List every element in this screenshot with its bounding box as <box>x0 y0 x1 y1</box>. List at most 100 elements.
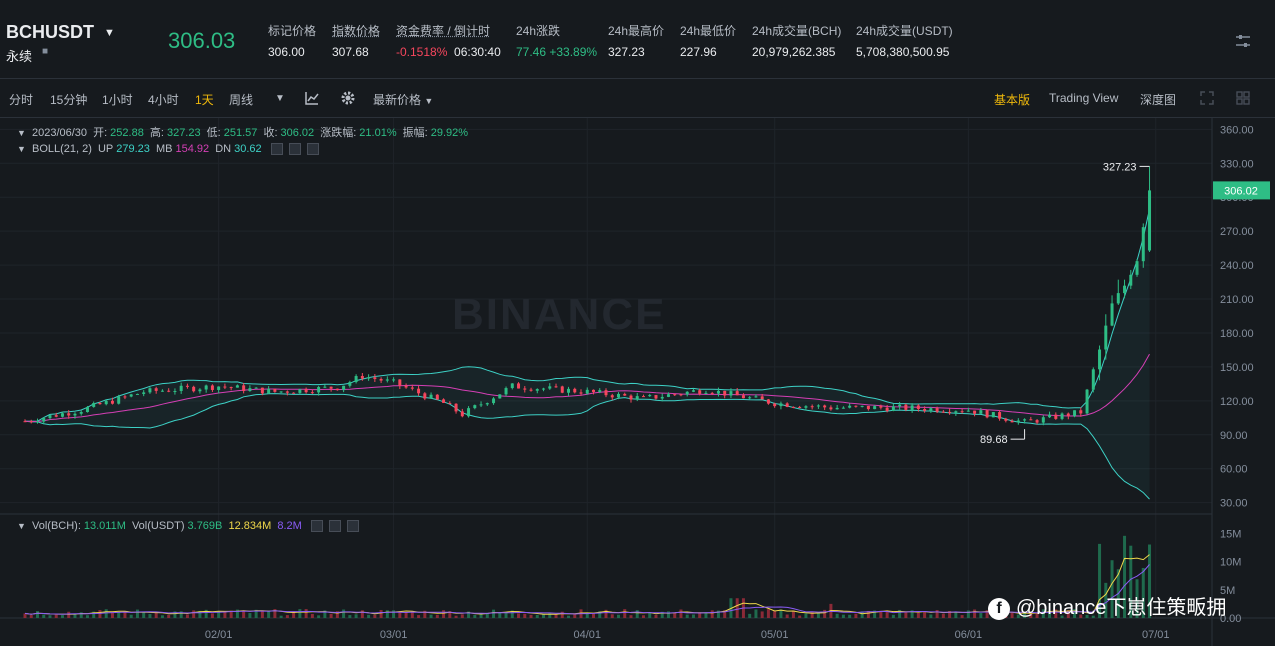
funding-rate-value: -0.1518% <box>396 45 448 59</box>
volume-bar <box>504 612 508 618</box>
volume-bar <box>260 610 264 618</box>
kline-chart[interactable]: 360.00330.00300.00270.00240.00210.00180.… <box>0 118 1275 646</box>
candle <box>317 385 321 396</box>
candle-body <box>816 405 820 407</box>
candle-body <box>679 394 683 396</box>
interval-1w[interactable]: 周线 <box>229 93 254 107</box>
candle-body <box>623 393 627 396</box>
symbol-title[interactable]: BCHUSDT <box>6 22 94 42</box>
candle <box>1116 279 1120 305</box>
interval-4h[interactable]: 4小时 <box>148 93 179 107</box>
candle-body <box>960 411 964 413</box>
chevron-down-icon: ▼ <box>424 96 434 106</box>
candle <box>348 380 352 388</box>
candle-body <box>891 406 895 411</box>
settings-icon[interactable] <box>288 143 301 156</box>
fullscreen-icon[interactable] <box>1199 90 1215 106</box>
view-basic[interactable]: 基本版 <box>994 93 1031 107</box>
volume-bar <box>666 611 670 618</box>
candle-body <box>1016 420 1020 423</box>
candle <box>429 392 433 400</box>
eye-icon[interactable] <box>310 520 323 533</box>
candle <box>67 410 71 419</box>
volume-bar <box>1135 579 1139 618</box>
candle-body <box>454 403 458 412</box>
volume-bar <box>673 612 677 618</box>
interval-15m[interactable]: 15分钟 <box>50 93 88 107</box>
candle-body <box>410 387 414 389</box>
candle <box>85 405 89 413</box>
candle <box>385 376 389 383</box>
ohlc-open-label: 开: <box>93 127 108 139</box>
boll-dn-label: DN <box>215 143 232 155</box>
collapse-caret-icon[interactable]: ▼ <box>17 128 26 138</box>
volume-bar <box>323 610 327 618</box>
candle-body <box>810 406 814 408</box>
layout-grid-icon[interactable] <box>1235 90 1251 106</box>
interval-dropdown-caret-icon[interactable]: ▼ <box>275 93 285 104</box>
volume-bar <box>317 615 321 618</box>
volume-bar <box>854 613 858 618</box>
candle-body <box>260 387 264 394</box>
stat-label: 24h成交量(USDT) <box>856 24 953 38</box>
candle-body <box>716 390 720 394</box>
collapse-caret-icon[interactable]: ▼ <box>17 144 26 154</box>
candle <box>979 407 983 414</box>
stat-funding-rate[interactable]: 资金费率 / 倒计时 -0.1518% 06:30:40 <box>396 22 501 59</box>
candle <box>210 384 214 392</box>
candle-body <box>135 393 139 395</box>
candle <box>923 406 927 413</box>
volume-bar <box>810 611 814 618</box>
volume-bar <box>1141 567 1145 618</box>
candle-body <box>966 410 970 412</box>
volume-bar <box>779 609 783 618</box>
volume-bar <box>716 610 720 618</box>
volume-bar <box>910 610 914 618</box>
candle-body <box>529 389 533 391</box>
stat-label[interactable]: 指数价格 <box>332 24 381 38</box>
candle-body <box>1091 369 1095 390</box>
volume-bar <box>123 611 127 618</box>
gear-icon[interactable] <box>340 90 356 106</box>
eye-icon[interactable] <box>270 143 283 156</box>
interval-1m[interactable]: 分时 <box>9 93 34 107</box>
volume-bar <box>392 610 396 618</box>
volume-bar <box>367 614 371 618</box>
close-icon[interactable] <box>346 520 359 533</box>
volume-bar <box>654 614 658 618</box>
stat-label[interactable]: 资金费率 / 倒计时 <box>396 24 491 38</box>
collapse-caret-icon[interactable]: ▼ <box>17 521 26 531</box>
candle-body <box>685 391 689 395</box>
volume-bar <box>923 611 927 618</box>
time-tick-label: 07/01 <box>1142 629 1170 641</box>
ohlc-high: 327.23 <box>166 127 201 139</box>
candle <box>267 386 271 394</box>
indicator-chart-icon[interactable] <box>304 90 320 106</box>
settings-icon[interactable] <box>328 520 341 533</box>
candle-body <box>304 389 308 393</box>
candle <box>448 401 452 404</box>
stat-24h-change: 24h涨跌 77.46 +33.89% <box>516 22 597 59</box>
volume-bar <box>1066 610 1070 618</box>
volume-bar <box>248 613 252 618</box>
view-tradingview[interactable]: Trading View <box>1049 91 1119 105</box>
interval-1h[interactable]: 1小时 <box>102 93 133 107</box>
candle-body <box>123 396 127 398</box>
chevron-down-icon[interactable]: ▼ <box>104 27 115 39</box>
volume-bar <box>185 614 189 618</box>
ohlc-amp-label: 振幅: <box>402 127 428 139</box>
candle <box>685 391 689 397</box>
close-icon[interactable] <box>306 143 319 156</box>
candle <box>691 388 695 393</box>
candle-body <box>267 388 271 394</box>
candle-body <box>423 393 427 399</box>
volume-bar <box>973 609 977 618</box>
price-tick-label: 90.00 <box>1220 430 1248 442</box>
view-depth[interactable]: 深度图 <box>1140 93 1177 107</box>
candle-body <box>210 385 214 390</box>
stat-index-price[interactable]: 指数价格 307.68 <box>332 22 380 59</box>
sliders-icon[interactable] <box>1234 33 1252 49</box>
ohlc-amp: 29.92% <box>430 127 469 139</box>
interval-1d[interactable]: 1天 <box>195 93 214 107</box>
price-type-select[interactable]: 最新价格 ▼ <box>373 91 433 108</box>
